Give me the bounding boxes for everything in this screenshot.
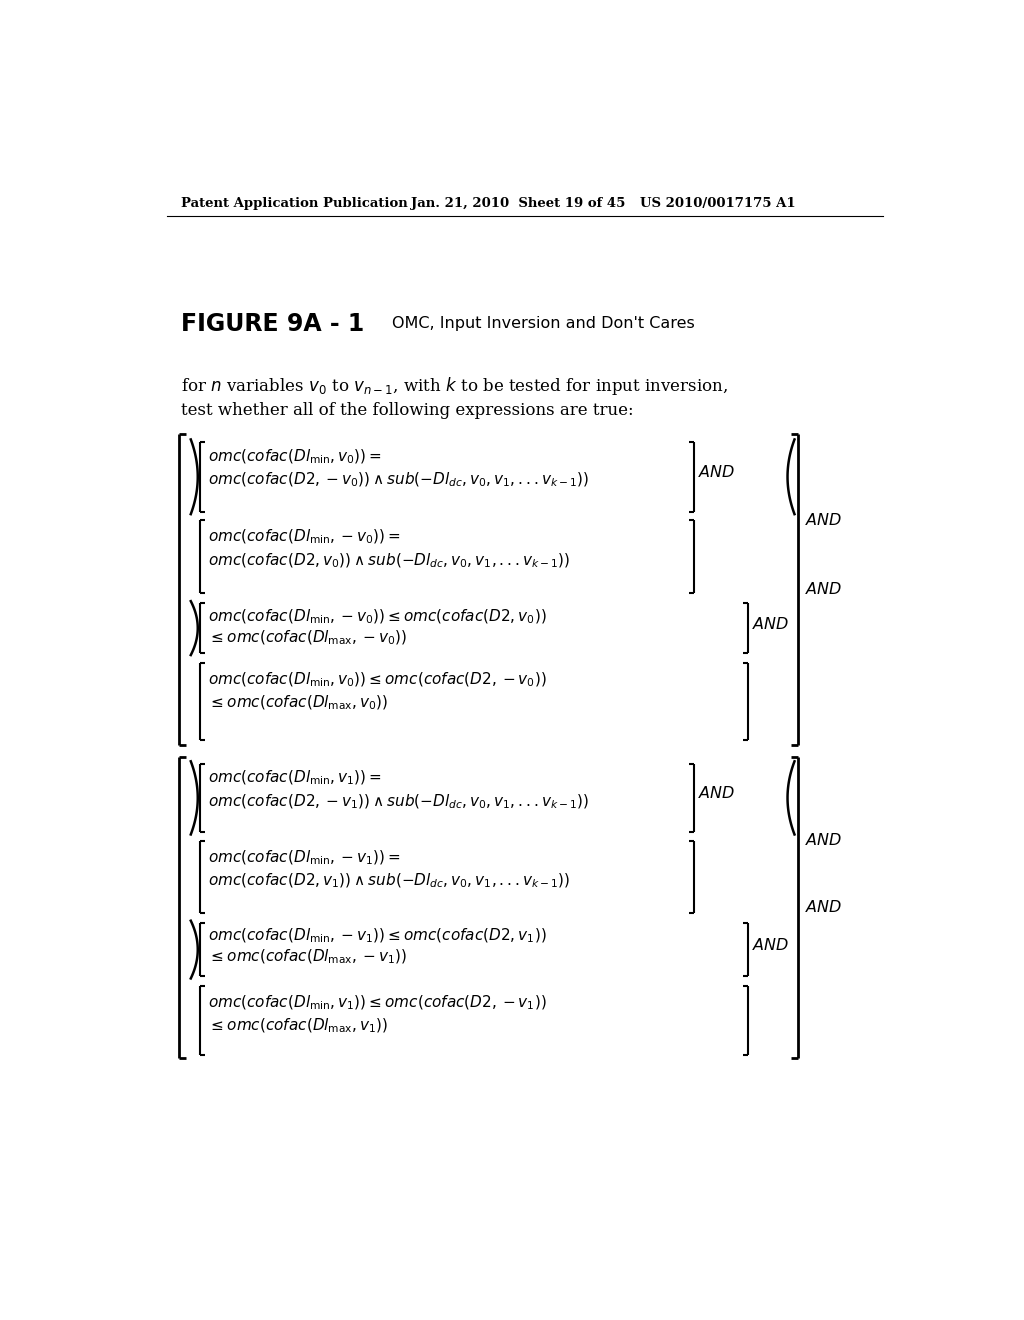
Text: Patent Application Publication: Patent Application Publication xyxy=(180,197,408,210)
Text: for $n$ variables $v_0$ to $v_{n-1}$, with $k$ to be tested for input inversion,: for $n$ variables $v_0$ to $v_{n-1}$, wi… xyxy=(180,375,728,396)
Text: $AND$: $AND$ xyxy=(697,785,735,803)
Text: US 2010/0017175 A1: US 2010/0017175 A1 xyxy=(640,197,795,210)
Text: $omc(cofac(Dl_{\rm min},v_0))\leq omc(cofac(D2,-v_0))$: $omc(cofac(Dl_{\rm min},v_0))\leq omc(co… xyxy=(208,671,547,689)
Text: $omc(cofac(Dl_{\rm min},v_1))=$: $omc(cofac(Dl_{\rm min},v_1))=$ xyxy=(208,770,382,788)
Text: Jan. 21, 2010  Sheet 19 of 45: Jan. 21, 2010 Sheet 19 of 45 xyxy=(411,197,626,210)
Text: $AND$: $AND$ xyxy=(805,512,842,529)
Text: $AND$: $AND$ xyxy=(752,937,790,954)
Text: $omc(cofac(D2,v_1))\wedge sub(-Dl_{dc},v_0,v_1,...v_{k-1}))$: $omc(cofac(D2,v_1))\wedge sub(-Dl_{dc},v… xyxy=(208,871,570,890)
Text: $\leq omc(cofac(Dl_{\rm max},v_1))$: $\leq omc(cofac(Dl_{\rm max},v_1))$ xyxy=(208,1016,388,1035)
Text: $\leq omc(cofac(Dl_{\rm max},-v_1))$: $\leq omc(cofac(Dl_{\rm max},-v_1))$ xyxy=(208,948,407,966)
Text: $omc(cofac(D2,v_0))\wedge sub(-Dl_{dc},v_0,v_1,...v_{k-1}))$: $omc(cofac(D2,v_0))\wedge sub(-Dl_{dc},v… xyxy=(208,552,570,569)
Text: $AND$: $AND$ xyxy=(805,581,842,598)
Text: $omc(cofac(Dl_{\rm min},-v_0))=$: $omc(cofac(Dl_{\rm min},-v_0))=$ xyxy=(208,528,400,546)
Text: $omc(cofac(Dl_{\rm min},-v_1))\leq omc(cofac(D2,v_1))$: $omc(cofac(Dl_{\rm min},-v_1))\leq omc(c… xyxy=(208,927,547,945)
Text: $omc(cofac(D2,-v_0))\wedge sub(-Dl_{dc},v_0,v_1,...v_{k-1}))$: $omc(cofac(D2,-v_0))\wedge sub(-Dl_{dc},… xyxy=(208,470,589,488)
Text: $omc(cofac(Dl_{\rm min},v_0))=$: $omc(cofac(Dl_{\rm min},v_0))=$ xyxy=(208,447,382,466)
Text: $omc(cofac(D2,-v_1))\wedge sub(-Dl_{dc},v_0,v_1,...v_{k-1}))$: $omc(cofac(D2,-v_1))\wedge sub(-Dl_{dc},… xyxy=(208,792,589,810)
Text: $\leq omc(cofac(Dl_{\rm max},v_0))$: $\leq omc(cofac(Dl_{\rm max},v_0))$ xyxy=(208,693,388,711)
Text: FIGURE 9A - 1: FIGURE 9A - 1 xyxy=(180,312,364,337)
Text: $omc(cofac(Dl_{\rm min},v_1))\leq omc(cofac(D2,-v_1))$: $omc(cofac(Dl_{\rm min},v_1))\leq omc(co… xyxy=(208,994,547,1012)
Text: test whether all of the following expressions are true:: test whether all of the following expres… xyxy=(180,403,633,420)
Text: $AND$: $AND$ xyxy=(752,615,790,632)
Text: $AND$: $AND$ xyxy=(697,465,735,480)
Text: OMC, Input Inversion and Don't Cares: OMC, Input Inversion and Don't Cares xyxy=(391,317,694,331)
Text: $AND$: $AND$ xyxy=(805,832,842,849)
Text: $AND$: $AND$ xyxy=(805,899,842,916)
Text: $omc(cofac(Dl_{\rm min},-v_1))=$: $omc(cofac(Dl_{\rm min},-v_1))=$ xyxy=(208,849,400,867)
Text: $\leq omc(cofac(Dl_{\rm max},-v_0))$: $\leq omc(cofac(Dl_{\rm max},-v_0))$ xyxy=(208,628,407,647)
Text: $omc(cofac(Dl_{\rm min},-v_0))\leq omc(cofac(D2,v_0))$: $omc(cofac(Dl_{\rm min},-v_0))\leq omc(c… xyxy=(208,607,547,626)
